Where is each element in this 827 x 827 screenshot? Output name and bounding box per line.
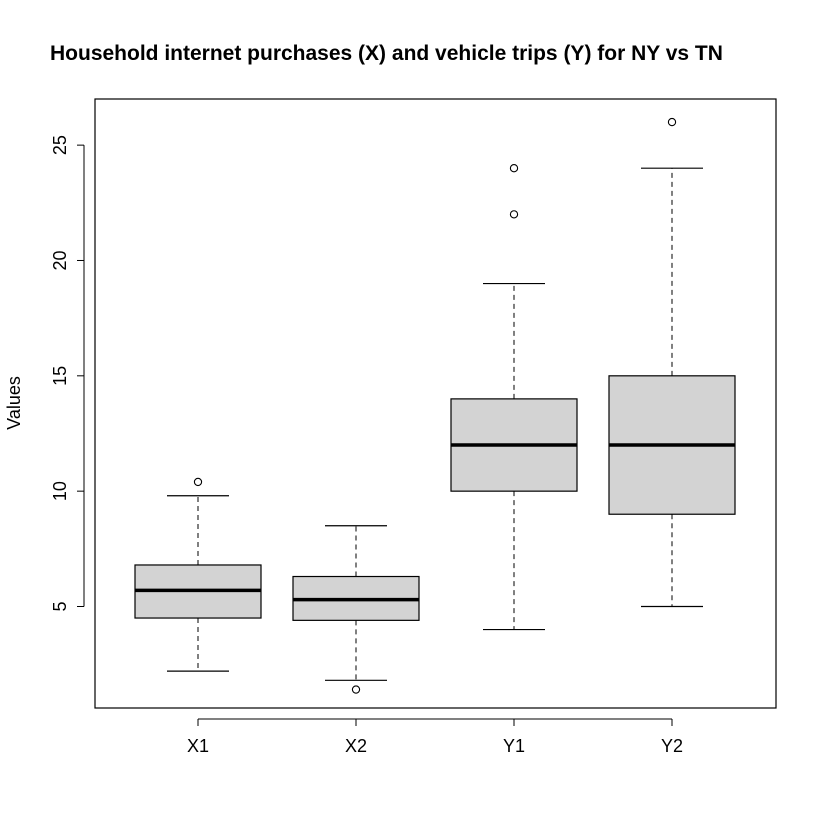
outlier-point bbox=[509, 164, 519, 173]
plot-frame bbox=[94, 98, 777, 709]
x-tick-label: X2 bbox=[345, 736, 367, 756]
x-tick-label: Y2 bbox=[661, 736, 683, 756]
outlier-point bbox=[509, 210, 519, 219]
chart-title: Household internet purchases (X) and veh… bbox=[50, 42, 723, 65]
chart-marks: 5 10 15 20 25 X1 X2 Y1 Y2 bbox=[50, 117, 736, 756]
y-tick-label: 20 bbox=[50, 250, 70, 270]
x-tick-label: X1 bbox=[187, 736, 209, 756]
outlier-point bbox=[351, 685, 361, 694]
y-axis-label: Values bbox=[4, 376, 24, 430]
outlier-point bbox=[193, 477, 203, 487]
outlier-point bbox=[667, 117, 677, 127]
y-tick-label: 10 bbox=[50, 481, 70, 501]
y-tick-label: 5 bbox=[50, 601, 70, 611]
y-tick-label: 15 bbox=[50, 366, 70, 386]
y-tick-label: 25 bbox=[50, 135, 70, 155]
x-tick-label: Y1 bbox=[503, 736, 525, 756]
